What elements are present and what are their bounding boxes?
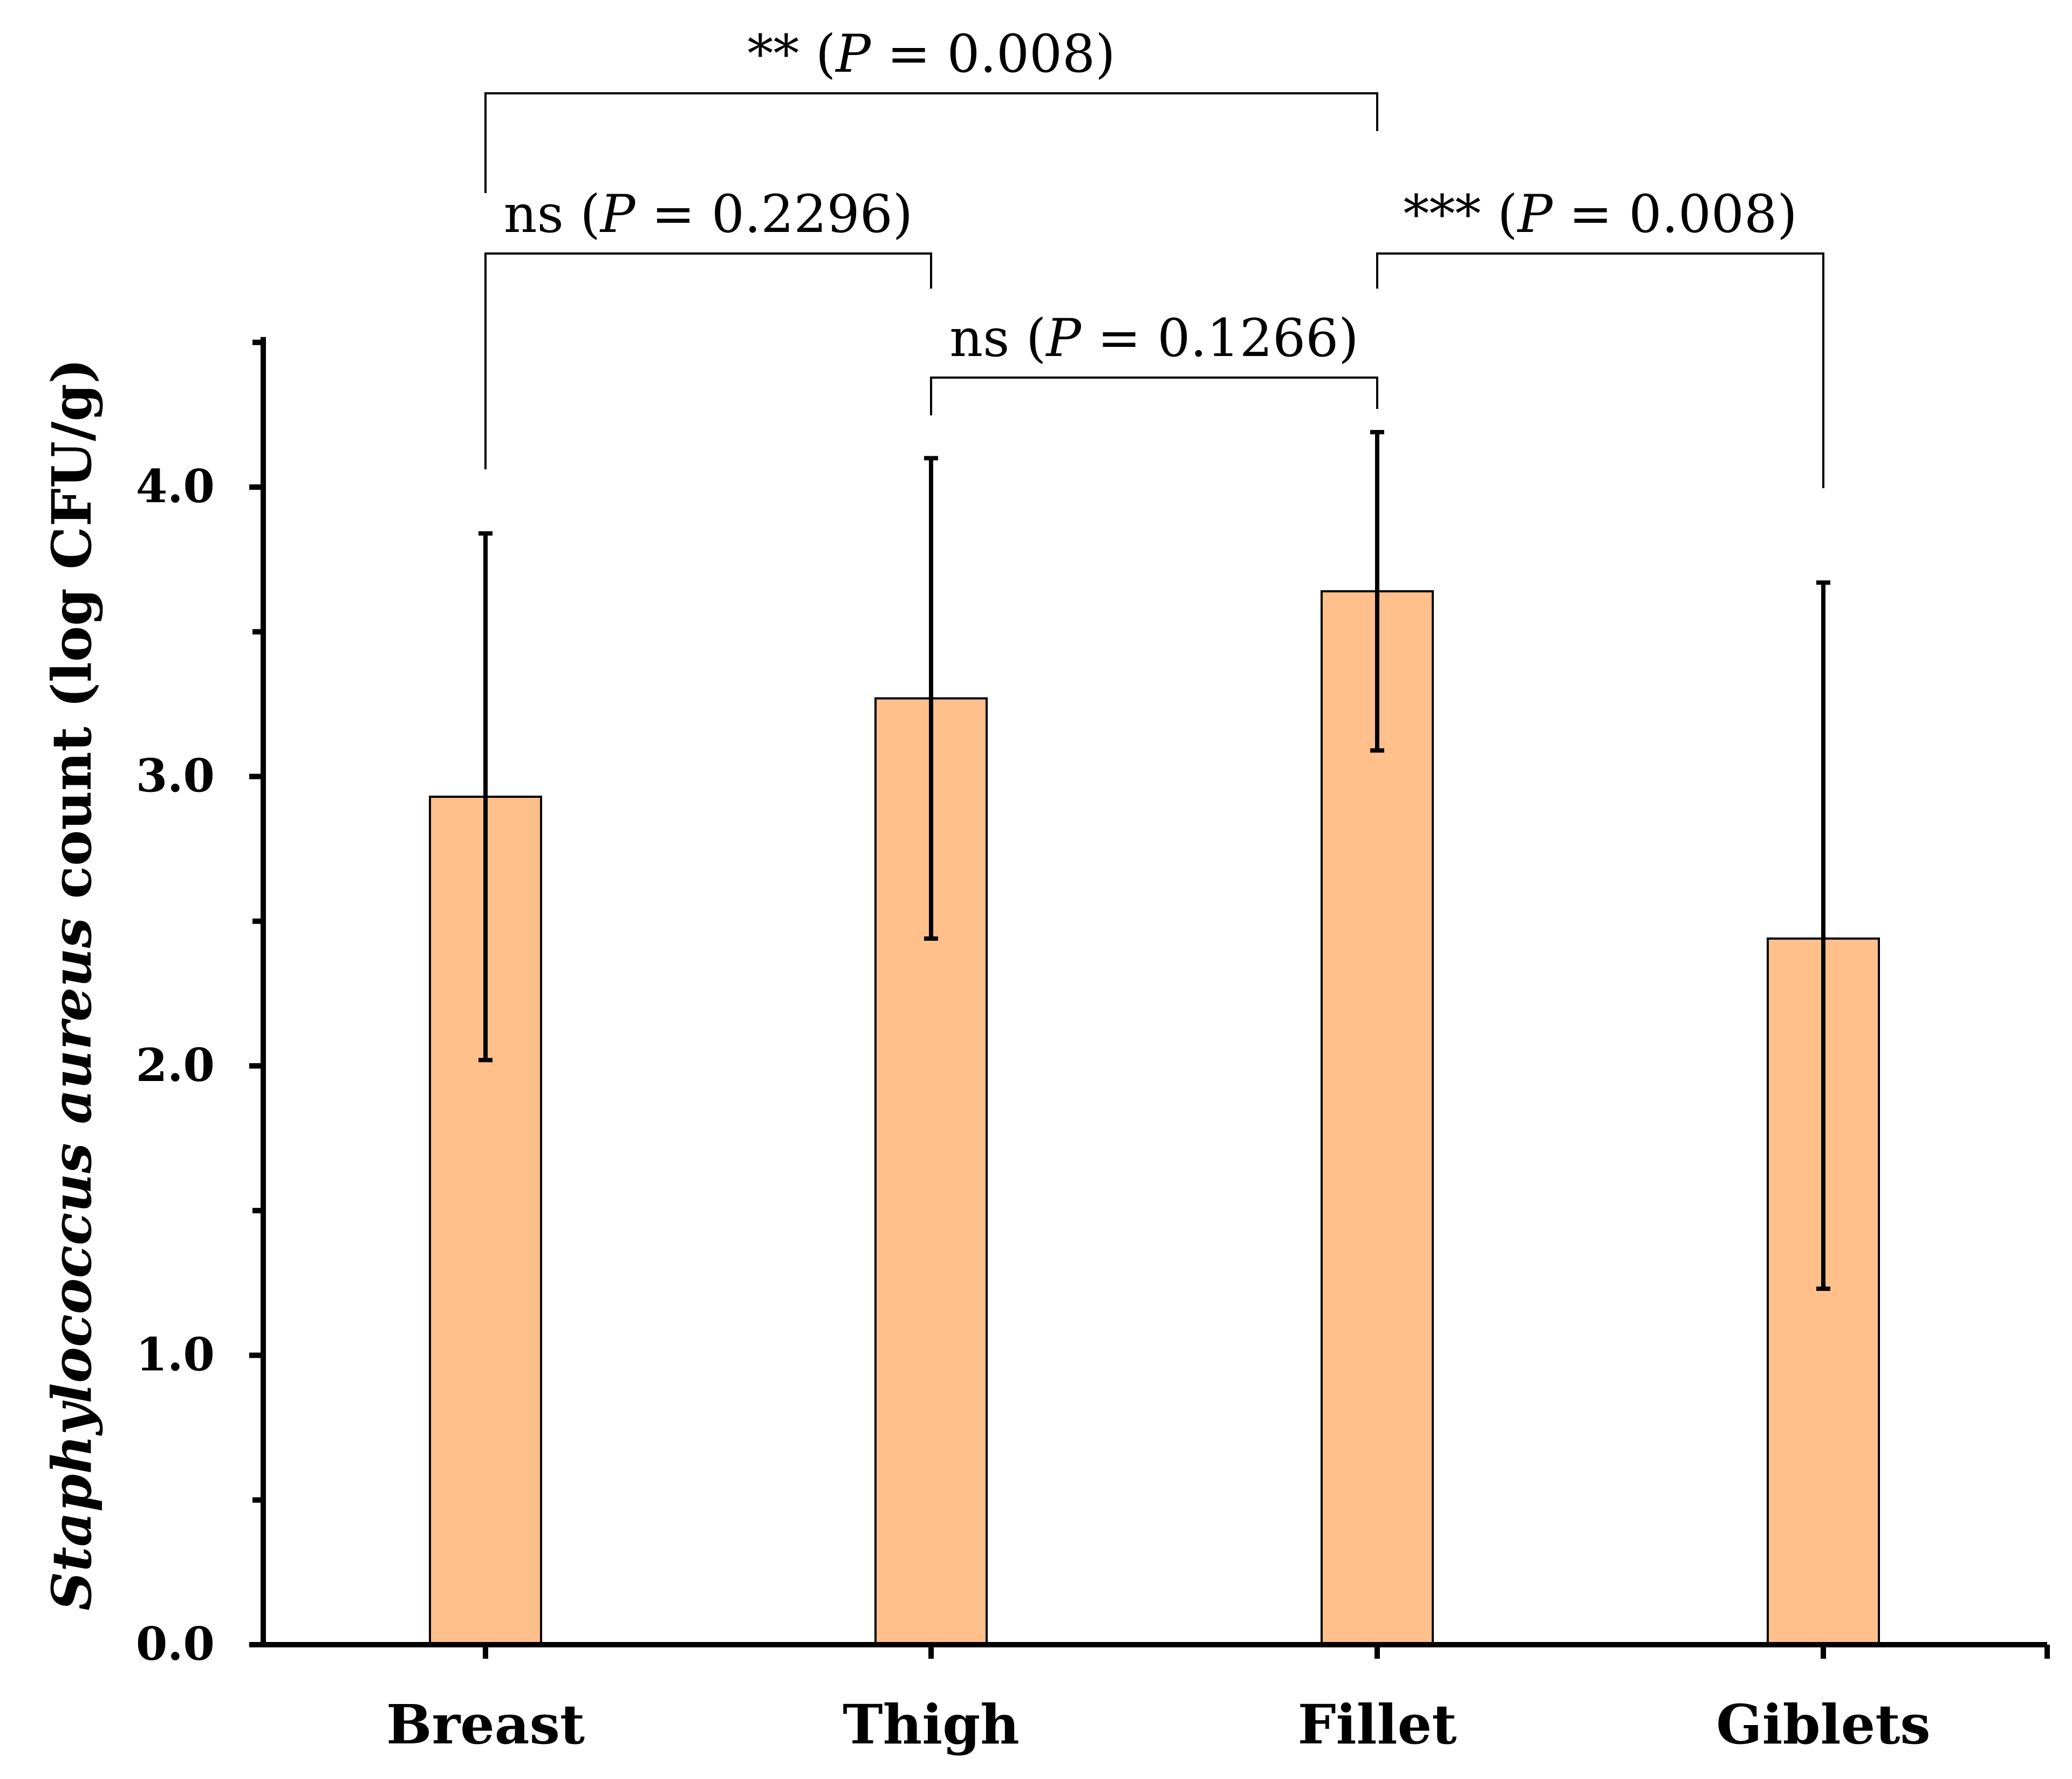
significance-bracket-2 [1376, 252, 1824, 488]
significance-label-0: ** (P = 0.008) [747, 24, 1115, 84]
significance-marker-2: *** ( [1403, 184, 1517, 244]
significance-marker-3: ns ( [949, 308, 1046, 368]
significance-bracket-1 [484, 252, 932, 469]
significance-label-3: ns (P = 0.1266) [949, 308, 1358, 368]
y-tick-label-2.0: 2.0 [136, 1038, 215, 1092]
p-symbol-3: P [1045, 308, 1082, 368]
p-value-1: = 0.2296) [635, 184, 913, 244]
x-tick-label-giblets: Giblets [1716, 1693, 1930, 1756]
axes-group: 0.0 1.0 2.0 3.0 4.0 Breast Thigh Fillet Giblets [136, 337, 2050, 1756]
significance-label-2: *** (P = 0.008) [1403, 184, 1797, 244]
error-bars-group [478, 430, 1830, 1291]
significance-bracket-3 [930, 377, 1378, 415]
significance-bracket-0 [484, 92, 1378, 193]
y-tick-label-3.0: 3.0 [136, 749, 215, 803]
y-axis-label-rest: count (log CFU/g) [40, 358, 104, 918]
significance-marker-0: ** ( [747, 24, 836, 84]
y-tick-label-4.0: 4.0 [136, 460, 215, 513]
x-tick-label-breast: Breast [386, 1693, 585, 1756]
y-axis-label-italic: Staphylococcus aureus [40, 918, 104, 1611]
bars-group [429, 590, 1880, 1646]
significance-label-1: ns (P = 0.2296) [504, 184, 913, 244]
y-tick-label-1.0: 1.0 [136, 1328, 215, 1381]
y-tick-label-0.0: 0.0 [136, 1617, 215, 1671]
p-symbol-0: P [835, 24, 871, 84]
p-symbol-2: P [1516, 184, 1553, 244]
significance-marker-1: ns ( [504, 184, 600, 244]
p-value-3: = 0.1266) [1081, 308, 1359, 368]
annotations-group: ** (P = 0.008)ns (P = 0.2296) *** (P = 0.… [484, 24, 1824, 488]
p-value-0: = 0.008) [871, 24, 1116, 84]
x-tick-label-fillet: Fillet [1298, 1693, 1457, 1756]
y-axis-label: Staphylococcus aureus count (log CFU/g) [40, 358, 104, 1611]
p-value-2: = 0.008) [1553, 184, 1797, 244]
x-tick-label-thigh: Thigh [843, 1693, 1020, 1756]
p-symbol-1: P [599, 184, 636, 244]
